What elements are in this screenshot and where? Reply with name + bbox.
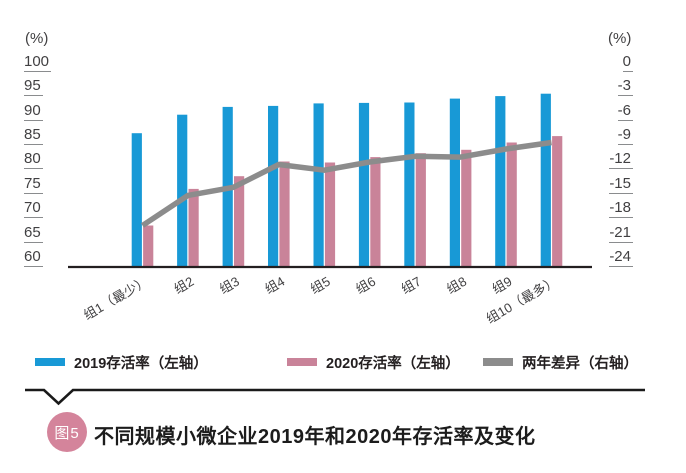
right-axis-tick--12: -12 [609, 150, 633, 170]
bar-2019-group2 [177, 114, 188, 267]
bar-2020-group10 [552, 136, 563, 267]
x-axis-label-group1: 组1（最少） [81, 274, 151, 323]
bar-2020-group8 [461, 149, 472, 267]
bar-2020-group1 [143, 225, 154, 267]
left-axis-tick-80: 80 [24, 150, 43, 170]
bar-2019-group7 [404, 102, 415, 267]
bar-2020-group3 [234, 176, 245, 267]
bar-2020-group5 [324, 162, 336, 267]
legend-swatch-2020 [287, 358, 317, 366]
bar-2019-group8 [449, 98, 460, 267]
x-axis-label-group2: 组2 [171, 274, 196, 297]
x-axis-label-group9: 组9 [489, 274, 514, 297]
legend-swatch-2019 [35, 358, 65, 366]
right-axis-unit: (%) [608, 30, 632, 47]
bar-2020-group6 [370, 157, 381, 267]
bar-2020-group2 [188, 188, 199, 267]
left-axis-unit: (%) [25, 30, 49, 47]
right-axis-tick--15: -15 [609, 174, 633, 194]
right-axis-tick--3: -3 [617, 77, 633, 97]
right-axis-tick--24: -24 [609, 248, 633, 267]
diff-line [140, 139, 552, 228]
x-axis-label-group7: 组7 [399, 274, 424, 297]
x-axis-label-group8: 组8 [444, 274, 469, 297]
diff-line-series [140, 139, 552, 228]
left-axis-tick-100: 100 [24, 52, 52, 72]
x-axis-label-group3: 组3 [217, 274, 242, 297]
legend-label-diff: 两年差异（右轴） [522, 355, 638, 372]
bar-series-2020 [143, 136, 563, 267]
legend-swatch-diff [483, 358, 513, 366]
legend-item-2020: 2020存活率（左轴） [287, 352, 460, 372]
bar-2019-group9 [495, 96, 506, 267]
right-axis-tick--9: -9 [617, 125, 633, 145]
legend-item-diff: 两年差异（右轴） [483, 352, 638, 372]
bar-2020-group7 [415, 153, 426, 267]
x-axis-label-group5: 组5 [308, 274, 333, 297]
right-axis-tick--21: -21 [609, 223, 633, 243]
bar-2019-group4 [268, 105, 279, 268]
right-axis-tick--6: -6 [617, 101, 633, 121]
left-axis-tick-75: 75 [24, 174, 43, 194]
figure-title: 不同规模小微企业2019年和2020年存活率及变化 [94, 426, 536, 448]
left-axis-tick-95: 95 [24, 77, 43, 97]
left-axis-tick-70: 70 [24, 199, 43, 219]
right-axis-tick--18: -18 [609, 199, 633, 219]
left-axis-tick-90: 90 [24, 101, 43, 121]
legend-item-2019: 2019存活率（左轴） [35, 352, 208, 372]
x-axis-label-group6: 组6 [353, 274, 378, 297]
bar-2019-group1 [131, 133, 142, 267]
bar-2020-group9 [506, 142, 517, 267]
legend-label-2019: 2019存活率（左轴） [74, 355, 208, 372]
left-axis-tick-85: 85 [24, 125, 43, 145]
legend-label-2020: 2020存活率（左轴） [326, 355, 460, 372]
bar-2019-group10 [540, 93, 551, 267]
bar-2020-group4 [279, 161, 290, 267]
left-axis-tick-65: 65 [24, 223, 43, 243]
x-axis-label-group4: 组4 [262, 274, 287, 297]
figure-number-badge: 图5 [47, 412, 87, 452]
right-axis-tick-0: 0 [622, 52, 633, 72]
caption-separator-rule [25, 388, 645, 406]
bar-2019-group5 [313, 103, 324, 268]
bar-2019-group6 [358, 102, 370, 268]
left-axis-tick-60: 60 [24, 248, 43, 267]
